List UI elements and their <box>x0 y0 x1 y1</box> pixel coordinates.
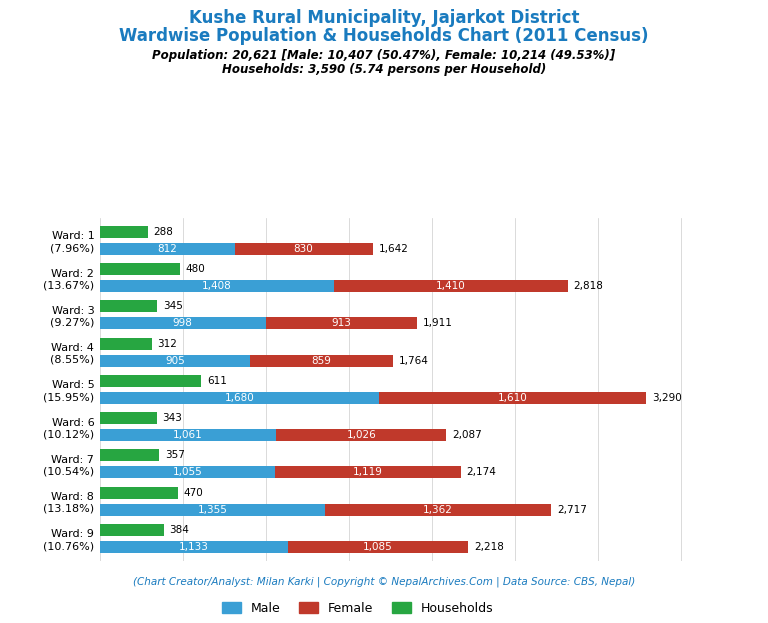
Text: 1,764: 1,764 <box>399 356 429 366</box>
Text: Population: 20,621 [Male: 10,407 (50.47%), Female: 10,214 (49.53%)]: Population: 20,621 [Male: 10,407 (50.47%… <box>152 49 616 62</box>
Bar <box>266 318 417 330</box>
Text: 1,055: 1,055 <box>173 467 202 477</box>
Bar <box>100 429 276 441</box>
Bar <box>288 541 468 553</box>
Bar <box>100 392 379 404</box>
Bar <box>333 280 568 292</box>
Bar <box>100 541 288 553</box>
Text: 812: 812 <box>157 244 177 254</box>
Text: 470: 470 <box>184 488 204 498</box>
Text: 998: 998 <box>173 318 193 328</box>
Text: 480: 480 <box>185 264 205 274</box>
Text: 343: 343 <box>163 413 183 423</box>
Bar <box>100 226 147 238</box>
Text: 2,087: 2,087 <box>452 430 482 440</box>
Bar <box>275 467 461 478</box>
Text: 905: 905 <box>165 356 185 366</box>
Text: 1,119: 1,119 <box>353 467 383 477</box>
Text: 3,290: 3,290 <box>652 393 682 403</box>
Bar <box>100 300 157 312</box>
Bar <box>100 263 180 275</box>
Text: 2,218: 2,218 <box>474 542 504 552</box>
Text: 1,642: 1,642 <box>379 244 408 254</box>
Bar <box>325 504 551 516</box>
Text: 1,911: 1,911 <box>423 318 453 328</box>
Text: Wardwise Population & Households Chart (2011 Census): Wardwise Population & Households Chart (… <box>119 27 649 45</box>
Bar <box>235 243 372 255</box>
Bar <box>100 487 178 498</box>
Bar <box>100 280 333 292</box>
Bar <box>100 467 275 478</box>
Bar <box>250 354 392 367</box>
Text: 1,026: 1,026 <box>346 430 376 440</box>
Text: 345: 345 <box>163 302 183 312</box>
Text: 1,133: 1,133 <box>179 542 209 552</box>
Text: 384: 384 <box>170 525 189 535</box>
Text: 1,362: 1,362 <box>423 505 453 515</box>
Bar <box>100 243 235 255</box>
Bar <box>276 429 446 441</box>
Text: 2,717: 2,717 <box>557 505 587 515</box>
Text: (Chart Creator/Analyst: Milan Karki | Copyright © NepalArchives.Com | Data Sourc: (Chart Creator/Analyst: Milan Karki | Co… <box>133 576 635 587</box>
Bar <box>100 338 151 350</box>
Text: 2,174: 2,174 <box>467 467 497 477</box>
Text: 1,680: 1,680 <box>224 393 254 403</box>
Text: 312: 312 <box>157 338 177 348</box>
Text: Households: 3,590 (5.74 persons per Household): Households: 3,590 (5.74 persons per Hous… <box>222 63 546 76</box>
Text: 830: 830 <box>293 244 313 254</box>
Text: 611: 611 <box>207 376 227 386</box>
Text: 913: 913 <box>332 318 351 328</box>
Bar <box>100 412 157 424</box>
Text: 357: 357 <box>165 450 185 460</box>
Text: 1,408: 1,408 <box>202 281 232 291</box>
Bar <box>100 318 266 330</box>
Text: 288: 288 <box>154 227 174 237</box>
Text: 1,610: 1,610 <box>498 393 528 403</box>
Text: Kushe Rural Municipality, Jajarkot District: Kushe Rural Municipality, Jajarkot Distr… <box>189 9 579 27</box>
Bar <box>100 354 250 367</box>
Legend: Male, Female, Households: Male, Female, Households <box>217 597 498 619</box>
Text: 1,085: 1,085 <box>363 542 393 552</box>
Bar <box>100 375 201 387</box>
Text: 2,818: 2,818 <box>574 281 604 291</box>
Text: 1,355: 1,355 <box>197 505 227 515</box>
Bar <box>100 504 325 516</box>
Text: 859: 859 <box>312 356 331 366</box>
Text: 1,061: 1,061 <box>173 430 203 440</box>
Text: 1,410: 1,410 <box>435 281 465 291</box>
Bar <box>100 524 164 536</box>
Bar <box>100 449 159 461</box>
Bar <box>379 392 646 404</box>
